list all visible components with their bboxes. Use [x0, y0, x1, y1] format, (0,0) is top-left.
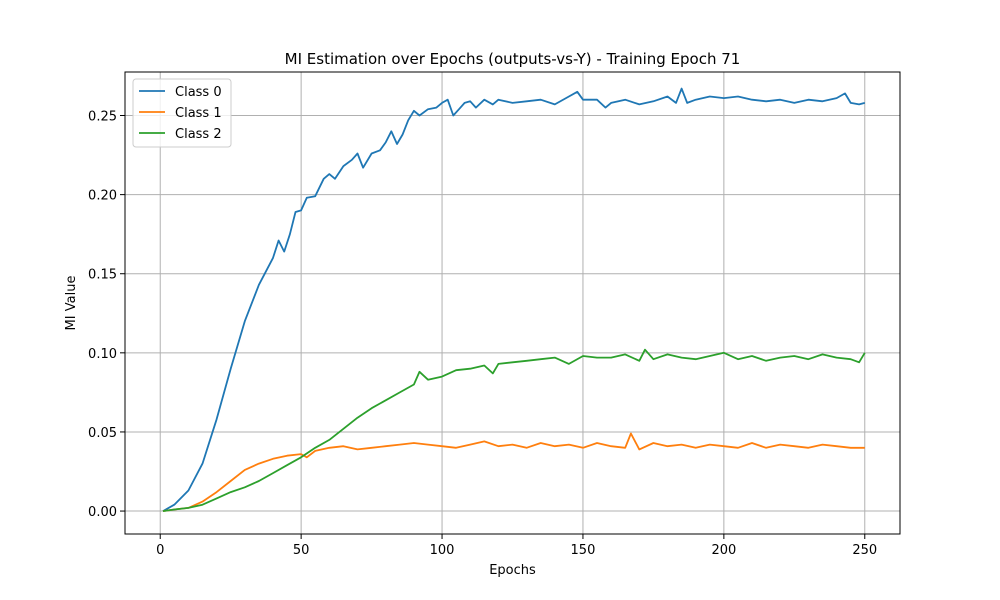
x-tick-label: 50 [293, 543, 310, 558]
plot-area [162, 87, 866, 512]
x-tick-label: 150 [571, 543, 596, 558]
y-tick-label: 0.25 [88, 110, 117, 125]
chart-title: MI Estimation over Epochs (outputs-vs-Y)… [285, 50, 741, 68]
x-axis-label: Epochs [489, 563, 536, 578]
legend-label-class-1: Class 1 [175, 106, 222, 121]
y-tick-label: 0.15 [88, 268, 117, 283]
x-tick-label: 0 [156, 543, 164, 558]
series-line-class-2 [162, 348, 866, 512]
x-axis-ticks: 0 50 100 150 200 250 [156, 534, 877, 558]
y-axis-label: MI Value [64, 276, 79, 331]
y-axis-ticks: 0.00 0.05 0.10 0.15 0.20 0.25 [88, 110, 125, 520]
series-line-class-0 [162, 87, 866, 512]
y-tick-label: 0.20 [88, 189, 117, 204]
legend-label-class-2: Class 2 [175, 127, 222, 142]
x-tick-label: 250 [852, 543, 877, 558]
y-tick-label: 0.05 [88, 426, 117, 441]
axes-frame [124, 71, 901, 535]
series-line-class-1 [162, 432, 865, 512]
grid-lines [125, 72, 900, 534]
y-tick-label: 0.10 [88, 347, 117, 362]
x-tick-label: 100 [430, 543, 455, 558]
legend-label-class-0: Class 0 [175, 85, 222, 100]
legend-box [132, 78, 232, 148]
y-tick-label: 0.00 [88, 505, 117, 520]
legend: Class 0 Class 1 Class 2 [132, 78, 232, 148]
x-tick-label: 200 [711, 543, 736, 558]
